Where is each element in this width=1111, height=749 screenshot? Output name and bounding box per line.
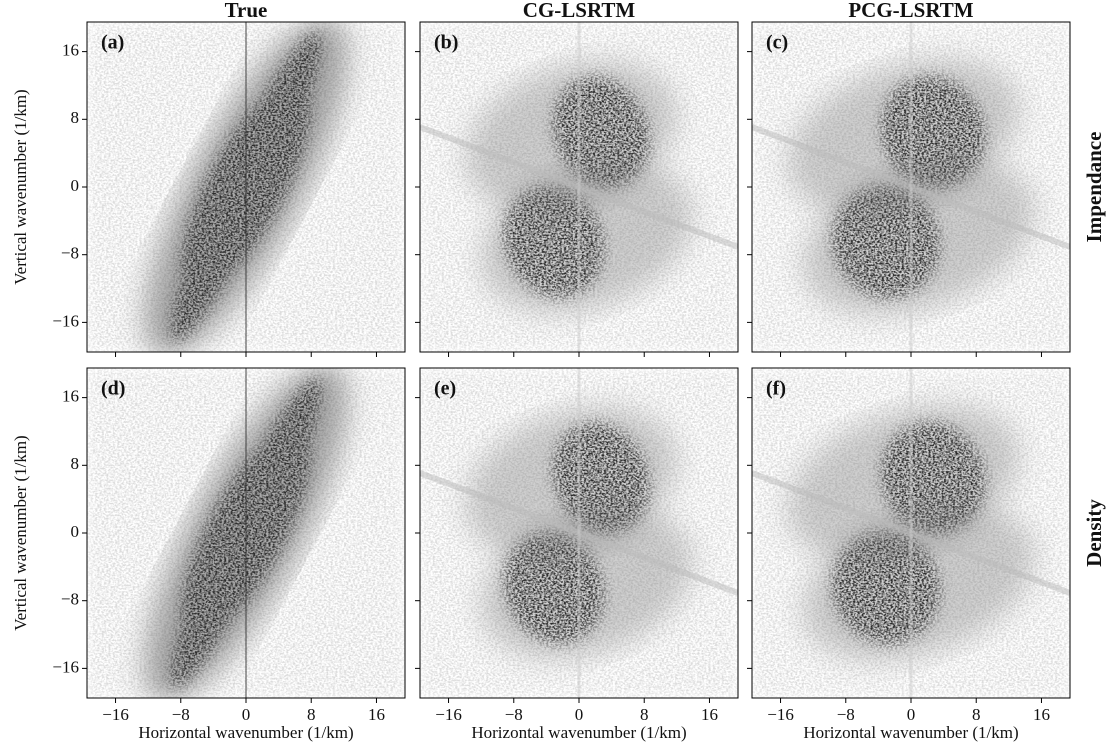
panel-label: (f) — [766, 378, 786, 400]
lobe-halo — [480, 507, 693, 660]
x-tick-label: 8 — [307, 705, 316, 724]
row-label: Impendance — [1082, 132, 1106, 243]
x-tick-label: 16 — [701, 705, 718, 724]
x-tick-label: 16 — [1033, 705, 1050, 724]
y-tick-label: −16 — [52, 311, 79, 330]
x-tick-label: −8 — [505, 705, 523, 724]
heatmap-image — [420, 368, 738, 698]
x-tick-label: 0 — [575, 705, 584, 724]
y-axis-label: Vertical wavenumber (1/km) — [11, 435, 30, 630]
x-tick-label: −16 — [102, 705, 129, 724]
heatmap-image — [87, 368, 405, 698]
column-title: PCG-LSRTM — [848, 0, 973, 22]
lobe-halo — [802, 159, 1035, 316]
y-axis-label: Vertical wavenumber (1/km) — [11, 89, 30, 284]
x-tick-label: −8 — [837, 705, 855, 724]
x-tick-label: −8 — [172, 705, 190, 724]
heatmap-image — [752, 22, 1070, 352]
lobe-halo — [802, 505, 1035, 662]
x-tick-label: 16 — [368, 705, 385, 724]
x-tick-label: 0 — [907, 705, 916, 724]
panel-label: (d) — [101, 378, 125, 400]
y-tick-label: 0 — [71, 176, 80, 195]
panel-label: (c) — [766, 32, 788, 54]
y-tick-label: 16 — [62, 41, 79, 60]
x-tick-label: 0 — [242, 705, 251, 724]
lobe-halo — [480, 161, 693, 314]
panel-label: (e) — [434, 378, 456, 400]
y-tick-label: 0 — [71, 522, 80, 541]
x-axis-label: Horizontal wavenumber (1/km) — [138, 723, 353, 742]
heatmap-image — [752, 368, 1070, 698]
y-tick-label: 16 — [62, 387, 79, 406]
panel-label: (b) — [434, 32, 458, 54]
heatmap-image — [87, 22, 405, 352]
column-title: CG-LSRTM — [523, 0, 636, 22]
heatmap-image — [420, 22, 738, 352]
x-tick-label: −16 — [435, 705, 462, 724]
y-tick-label: 8 — [71, 454, 80, 473]
panel-label: (a) — [101, 32, 124, 54]
y-tick-label: 8 — [71, 108, 80, 127]
x-axis-label: Horizontal wavenumber (1/km) — [471, 723, 686, 742]
row-label: Density — [1082, 499, 1106, 567]
y-tick-label: −8 — [61, 244, 79, 263]
column-title: True — [225, 0, 268, 22]
y-tick-label: −8 — [61, 590, 79, 609]
x-axis-label: Horizontal wavenumber (1/km) — [803, 723, 1018, 742]
x-tick-label: −16 — [767, 705, 794, 724]
y-tick-label: −16 — [52, 657, 79, 676]
x-tick-label: 8 — [640, 705, 649, 724]
x-tick-label: 8 — [972, 705, 981, 724]
